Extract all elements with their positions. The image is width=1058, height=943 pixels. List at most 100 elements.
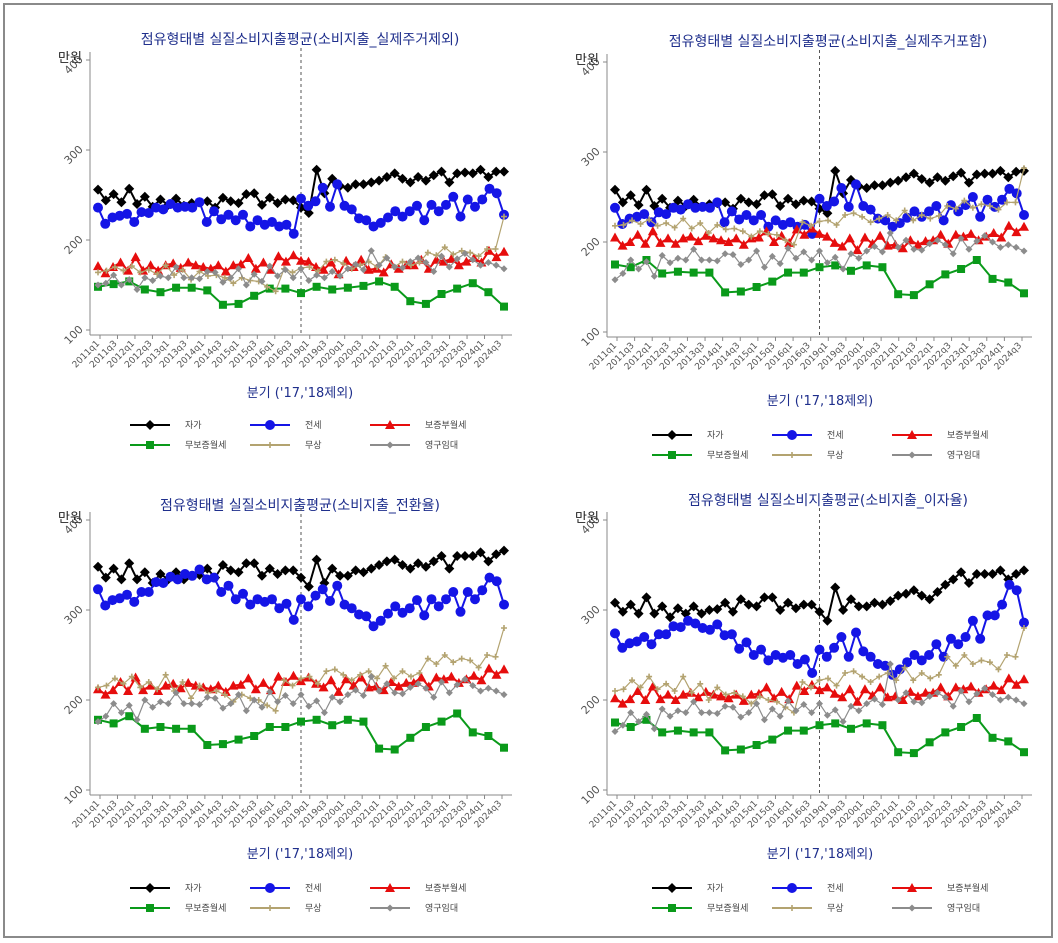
data-point <box>708 233 719 243</box>
data-point <box>721 746 730 755</box>
data-point <box>138 685 149 695</box>
data-point <box>975 633 986 644</box>
data-point <box>950 682 961 692</box>
data-point <box>111 675 118 682</box>
legend-marker <box>385 883 395 892</box>
data-point <box>617 606 628 617</box>
data-point <box>1019 617 1029 628</box>
y-tick-label: 300 <box>579 603 603 627</box>
data-point <box>862 261 871 270</box>
data-point <box>477 585 488 596</box>
data-point <box>800 248 808 256</box>
data-point <box>491 166 502 177</box>
data-point <box>886 229 894 237</box>
data-point <box>203 741 212 749</box>
data-point <box>258 677 269 687</box>
data-point <box>203 268 211 275</box>
data-point <box>902 689 910 697</box>
chart-title: 점유형태별 실질소비지출평균(소비지출_실제주거제외) <box>141 32 460 48</box>
data-point <box>180 700 188 708</box>
data-point <box>303 208 314 218</box>
data-point <box>714 684 721 691</box>
data-point <box>658 252 666 259</box>
data-point <box>799 229 810 239</box>
chart-panel-2: 점유형태별 실질소비지출평균(소비지출_실제주거포함)만원10020030040… <box>575 34 1032 461</box>
data-point <box>102 279 110 287</box>
data-point <box>389 168 400 179</box>
data-point <box>356 672 367 682</box>
data-point <box>759 592 770 603</box>
data-point <box>162 671 169 678</box>
data-point <box>344 265 352 273</box>
data-point <box>782 237 789 244</box>
data-point <box>626 263 635 272</box>
data-point <box>250 291 259 300</box>
data-point <box>289 274 297 282</box>
data-point <box>424 249 431 256</box>
data-point <box>367 673 375 681</box>
data-point <box>893 175 904 186</box>
y-tick-label: 200 <box>579 235 603 259</box>
data-point <box>314 680 321 687</box>
data-point <box>129 596 140 607</box>
data-point <box>775 201 786 211</box>
x-axis-label: 분기 ('17,'18제외) <box>247 386 353 401</box>
data-point <box>658 269 667 278</box>
data-point <box>328 721 337 730</box>
data-point <box>477 687 485 695</box>
data-point <box>704 202 715 213</box>
data-point <box>816 700 823 708</box>
chart-title: 점유형태별 실질소비지출평균(소비지출_전환율) <box>160 498 440 514</box>
data-point <box>326 675 337 685</box>
data-point <box>760 263 768 271</box>
legend-label: 영구임대 <box>425 902 458 914</box>
data-point <box>382 662 389 669</box>
y-tick-label: 300 <box>579 145 603 169</box>
data-point <box>909 291 918 300</box>
data-point <box>1003 673 1014 683</box>
legend-marker <box>667 430 677 440</box>
data-point <box>743 197 754 208</box>
y-tick-label: 200 <box>62 233 86 257</box>
series-영구임대 <box>611 660 1028 735</box>
data-point <box>653 629 664 640</box>
data-point <box>871 695 879 703</box>
data-point <box>477 194 488 205</box>
y-tick-label: 300 <box>62 603 86 627</box>
data-point <box>969 204 976 211</box>
data-point <box>172 283 181 292</box>
data-point <box>952 205 959 212</box>
data-point <box>981 232 989 240</box>
data-point <box>663 689 674 699</box>
data-point <box>467 657 474 664</box>
data-point <box>626 723 635 731</box>
data-point <box>103 267 110 274</box>
data-point <box>93 184 103 195</box>
data-point <box>256 199 267 210</box>
data-point <box>625 694 636 704</box>
data-point <box>971 569 982 579</box>
data-point <box>822 208 833 219</box>
data-point <box>393 681 404 691</box>
data-point <box>1011 166 1022 177</box>
data-point <box>650 272 658 280</box>
data-point <box>957 234 965 242</box>
data-point <box>949 250 957 258</box>
data-point <box>714 221 721 228</box>
data-point <box>213 680 224 690</box>
data-point <box>697 201 708 212</box>
data-point <box>359 692 367 699</box>
data-point <box>467 249 474 256</box>
legend-label: 전세 <box>305 420 322 431</box>
data-point <box>704 624 715 635</box>
data-point <box>910 217 917 224</box>
legend-label: 무상 <box>827 450 844 461</box>
data-point <box>719 630 730 641</box>
data-point <box>843 651 854 662</box>
data-point <box>155 569 166 579</box>
data-point <box>437 290 446 298</box>
data-point <box>799 219 806 226</box>
data-point <box>712 604 723 615</box>
data-point <box>739 693 746 700</box>
data-point <box>221 691 228 698</box>
